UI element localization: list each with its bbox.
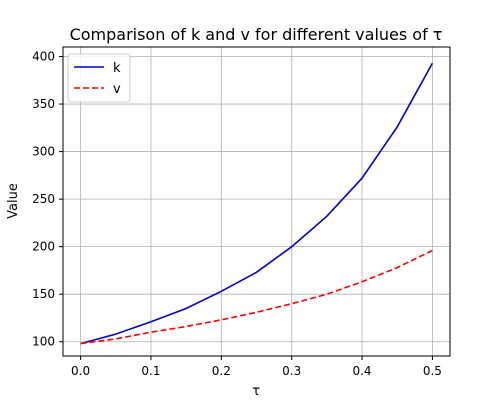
y-tick-label: 300 — [32, 145, 55, 159]
legend-label-k: k — [113, 61, 121, 76]
grid — [63, 47, 450, 356]
x-axis-label: τ — [252, 384, 260, 399]
y-axis-label: Value — [6, 183, 21, 219]
series-layer — [80, 62, 434, 345]
series-line-v — [80, 249, 433, 345]
y-tick-label: 400 — [32, 50, 55, 64]
x-tick-label: 0.1 — [141, 364, 160, 378]
x-ticks: 0.0 0.1 0.2 0.3 0.4 0.5 — [71, 356, 442, 378]
y-tick-label: 200 — [32, 240, 55, 254]
series-line-k — [80, 62, 434, 345]
y-ticks: 100 150 200 250 300 350 400 — [32, 50, 63, 349]
y-tick-label: 100 — [32, 335, 55, 349]
x-tick-label: 0.3 — [282, 364, 301, 378]
y-tick-label: 250 — [32, 192, 55, 206]
x-tick-label: 0.2 — [212, 364, 231, 378]
x-tick-label: 0.5 — [423, 364, 442, 378]
x-tick-label: 0.0 — [71, 364, 90, 378]
chart-title: Comparison of k and v for different valu… — [70, 25, 443, 44]
legend-box — [67, 53, 131, 103]
legend-label-v: v — [113, 82, 121, 97]
plot-frame — [62, 46, 451, 357]
y-tick-label: 150 — [32, 287, 55, 301]
legend: kv — [67, 53, 131, 103]
y-tick-label: 350 — [32, 97, 55, 111]
x-tick-label: 0.4 — [352, 364, 371, 378]
